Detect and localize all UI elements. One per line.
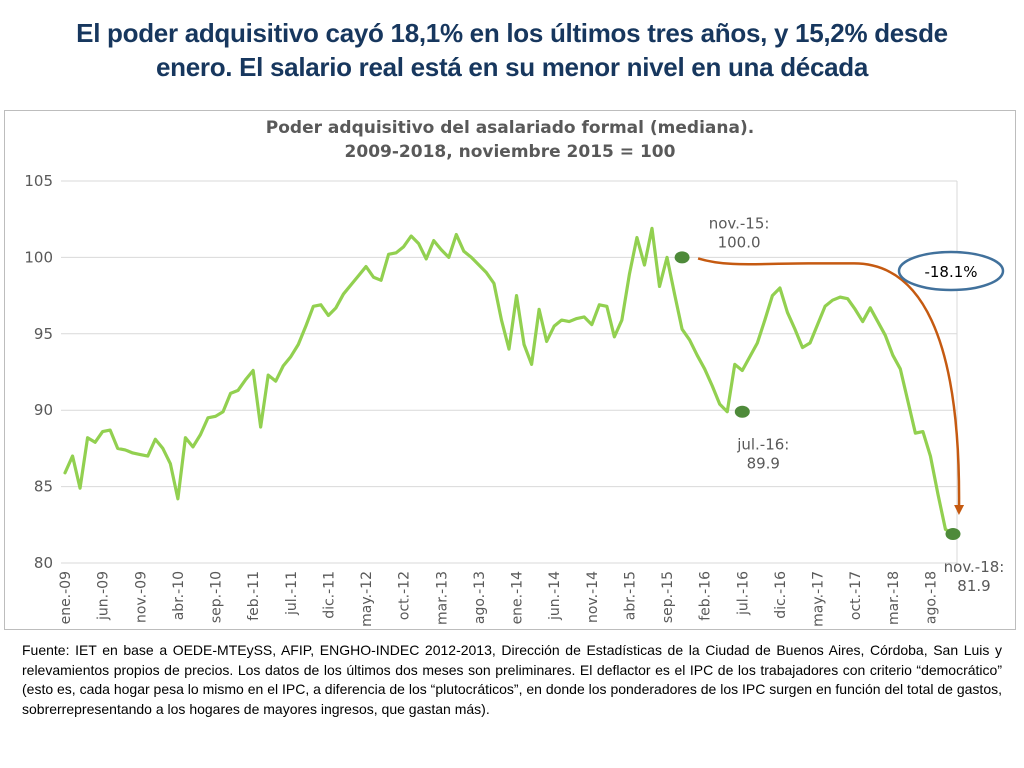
x-tick-label: oct.-12 (397, 571, 413, 620)
annotation-value-1: 89.9 (747, 455, 780, 473)
y-tick-label: 95 (34, 325, 53, 343)
chart-frame: Poder adquisitivo del asalariado formal … (4, 110, 1016, 630)
change-callout: -18.1% (897, 250, 1005, 292)
slide-title-line-2: enero. El salario real está en su menor … (155, 52, 869, 82)
x-tick-label: feb.-11 (246, 571, 262, 621)
change-arrow-layer (697, 257, 965, 515)
purchasing-power-chart: Poder adquisitivo del asalariado formal … (24, 118, 1005, 627)
annotation-marker-0 (674, 251, 690, 264)
annotation-labels: nov.-15:100.0 jul.-16:89.9 nov.-18:81.9 (709, 214, 1005, 595)
annotation-value-0: 100.0 (718, 233, 761, 251)
series-line-0 (63, 226, 955, 536)
x-tick-label: sep.-15 (660, 571, 676, 623)
annotation-value-2: 81.9 (957, 577, 990, 595)
x-tick-label: nov.-14 (585, 571, 601, 623)
x-tick-label: abr.-10 (171, 571, 187, 620)
chart-title-line-1: Poder adquisitivo del asalariado formal … (266, 118, 754, 138)
y-tick-label: 90 (34, 401, 53, 419)
x-tick-label: jun.-09 (96, 571, 112, 621)
annotation-label-1: jul.-16: (736, 436, 789, 454)
x-tick-label: nov.-09 (133, 571, 149, 623)
x-tick-label: oct.-17 (848, 571, 864, 620)
x-tick-label: may.-12 (359, 571, 375, 627)
x-tick-label: dic.-11 (321, 571, 337, 619)
y-tick-label: 105 (24, 172, 53, 190)
annotation-label-2: nov.-18: (944, 558, 1005, 576)
y-tick-label: 100 (24, 248, 53, 266)
source-note: Fuente: IET en base a OEDE-MTEySS, AFIP,… (22, 642, 1002, 717)
annotation-marker-2 (945, 527, 961, 540)
x-tick-label: jul.-16 (735, 571, 751, 616)
y-axis-ticks: 80 85 90 95 100 105 (24, 172, 53, 572)
annotation-markers (674, 251, 961, 540)
x-tick-label: abr.-15 (622, 571, 638, 620)
x-tick-label: dic.-16 (773, 571, 789, 619)
x-tick-label: ago.-13 (472, 571, 488, 624)
x-tick-label: may.-17 (811, 571, 827, 627)
y-tick-label: 80 (34, 554, 53, 572)
series-layer (63, 226, 955, 536)
change-label: -18.1% (924, 263, 977, 281)
slide-title-line-1: El poder adquisitivo cayó 18,1% en los ú… (76, 18, 948, 48)
x-tick-label: feb.-16 (698, 571, 714, 621)
annotation-label-0: nov.-15: (709, 214, 770, 232)
x-tick-label: ene.-09 (58, 571, 74, 624)
x-tick-label: mar.-18 (886, 571, 902, 625)
x-tick-label: ago.-18 (923, 571, 939, 624)
chart-title-line-2: 2009-2018, noviembre 2015 = 100 (345, 142, 676, 162)
x-tick-label: mar.-13 (434, 571, 450, 625)
change-ellipse (897, 250, 1005, 292)
annotation-marker-1 (734, 405, 750, 418)
x-tick-label: sep.-10 (209, 571, 225, 623)
x-tick-label: jun.-14 (547, 571, 563, 621)
change-arrow (697, 257, 965, 515)
x-tick-label: ene.-14 (510, 571, 526, 625)
x-axis-ticks: ene.-09 jun.-09 nov.-09 abr.-10 sep.-10 feb.-… (58, 571, 939, 627)
y-tick-label: 85 (34, 478, 53, 496)
x-tick-label: jul.-11 (284, 571, 300, 616)
slide-title: El poder adquisitivo cayó 18,1% en los ú… (30, 16, 994, 84)
gridlines (61, 180, 958, 564)
